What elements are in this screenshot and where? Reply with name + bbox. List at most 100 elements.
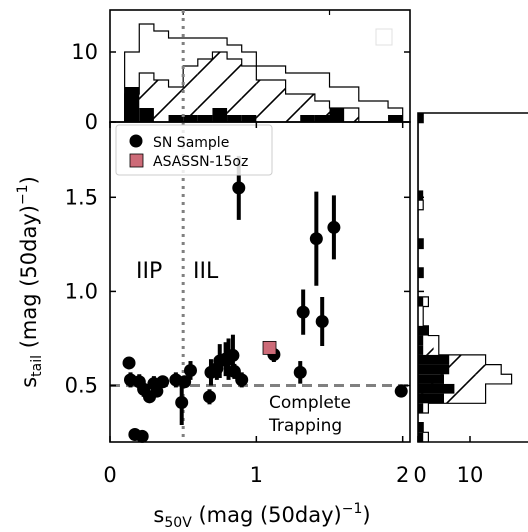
x-axis-label: s50V (mag (50day)−1) xyxy=(153,501,370,531)
y-axis-label: stail (mag (50day)−1) xyxy=(15,176,45,388)
right-filled-bar xyxy=(418,432,424,442)
right-hatched-bar xyxy=(418,364,491,375)
right-filled-bar xyxy=(418,403,424,413)
top-hatched-bar xyxy=(344,108,359,122)
right-x-tick-label: 10 xyxy=(457,463,484,487)
top-filled-bar xyxy=(329,108,345,122)
right-x-tick-label: 0 xyxy=(413,463,426,487)
x-tick-label: 1 xyxy=(250,463,263,487)
annotation-trapping: Trapping xyxy=(268,416,342,436)
data-point-8 xyxy=(150,384,164,398)
main-yticks: 0.5 1.0 1.5 xyxy=(65,185,410,398)
point-marker xyxy=(156,375,170,389)
right-filled-bar xyxy=(418,383,455,394)
top-hatched-step xyxy=(124,51,403,122)
top-filled-bar xyxy=(139,108,154,122)
top-filled-bar xyxy=(212,108,228,122)
point-marker xyxy=(232,181,246,195)
point-marker xyxy=(175,395,189,409)
x-tick-label: 2 xyxy=(396,463,409,487)
top-histogram-yticks: 0 10 xyxy=(71,10,410,134)
point-marker xyxy=(309,232,323,246)
right-filled-bar xyxy=(418,335,424,346)
right-filled-bar xyxy=(418,422,424,433)
top-filled-bar xyxy=(124,87,140,122)
top-filled-bar xyxy=(300,115,315,122)
right-filled-bar xyxy=(418,374,444,384)
top-hatched-bar xyxy=(227,59,242,122)
legend-label-asassn-15oz: ASASSN-15oz xyxy=(153,154,248,170)
right-hatched-bar xyxy=(418,335,434,346)
top-hatched-bar xyxy=(256,80,271,122)
top-y-tick-label: 10 xyxy=(71,40,98,64)
top-hatched-bar xyxy=(285,94,301,122)
right-filled-bar xyxy=(418,354,450,365)
top-hatched-bar xyxy=(183,66,198,122)
point-marker xyxy=(183,363,197,377)
right-histogram-panel: 0 10 xyxy=(413,112,528,487)
region-label-iip: IIP xyxy=(136,259,162,284)
point-marker xyxy=(178,375,192,389)
point-marker xyxy=(227,364,241,378)
legend: SN Sample ASASSN-15oz xyxy=(115,124,273,176)
top-filled-bar xyxy=(197,115,213,122)
y-tick-label: 0.5 xyxy=(65,374,98,398)
annotation-complete: Complete xyxy=(269,393,351,413)
data-point-12 xyxy=(178,375,192,389)
region-label-iil: IIL xyxy=(193,259,219,284)
point-marker xyxy=(122,356,136,370)
top-legend-box xyxy=(375,28,393,46)
data-point-14 xyxy=(203,389,217,405)
top-hatched-bar xyxy=(270,80,286,122)
right-filled-bar xyxy=(418,267,424,278)
data-point-23 xyxy=(235,372,249,388)
point-marker xyxy=(327,220,341,234)
point-marker xyxy=(235,373,249,387)
right-filled-bar xyxy=(418,113,424,123)
data-point-4 xyxy=(135,429,149,443)
data-point-26 xyxy=(296,289,310,335)
main-scatter-panel: IIP IIL Complete Trapping SN Sample ASAS… xyxy=(15,10,411,531)
asassn-15oz-marker xyxy=(262,340,277,355)
top-filled-bar xyxy=(227,115,242,122)
right-histogram-xticks: 0 10 xyxy=(413,196,484,487)
right-outline-step xyxy=(418,113,513,442)
data-point-13 xyxy=(183,361,197,380)
right-hatched-bar xyxy=(418,393,476,404)
right-filled-bar xyxy=(418,393,444,404)
top-filled-bar xyxy=(183,115,198,122)
right-filled-bar xyxy=(418,238,424,249)
top-outline-step xyxy=(124,23,404,122)
top-filled-bar xyxy=(241,115,257,122)
main-panel-frame xyxy=(109,121,411,443)
top-hatched-bar xyxy=(241,66,257,122)
right-filled-bar xyxy=(418,190,424,201)
data-point-0 xyxy=(122,356,136,370)
point-marker xyxy=(394,384,408,398)
x-tick-label: 0 xyxy=(103,463,116,487)
point-marker xyxy=(296,305,310,319)
right-filled-bar xyxy=(418,345,424,355)
top-filled-bar xyxy=(168,115,184,122)
top-histogram-panel: 0 10 xyxy=(71,9,411,134)
legend-label-sn-sample: SN Sample xyxy=(153,135,229,151)
data-point-21 xyxy=(227,363,241,379)
point-marker xyxy=(315,315,329,329)
point-marker xyxy=(203,390,217,404)
right-filled-bar xyxy=(418,364,450,375)
data-point-29 xyxy=(327,195,341,260)
data-point-27 xyxy=(309,191,323,286)
data-point-28 xyxy=(315,297,329,346)
right-histogram-frame xyxy=(417,112,528,443)
legend-marker-asassn-15oz xyxy=(129,153,144,168)
data-point-9 xyxy=(156,375,170,389)
sn-sample-points xyxy=(122,155,408,443)
top-hatched-bar xyxy=(153,80,169,122)
top-histogram-bars xyxy=(124,23,404,122)
right-filled-bar xyxy=(418,325,429,336)
data-point-25 xyxy=(293,361,307,384)
right-hatched-bar xyxy=(418,374,491,384)
y-tick-label: 1.0 xyxy=(65,279,98,303)
asassn-15oz-point xyxy=(262,340,277,355)
